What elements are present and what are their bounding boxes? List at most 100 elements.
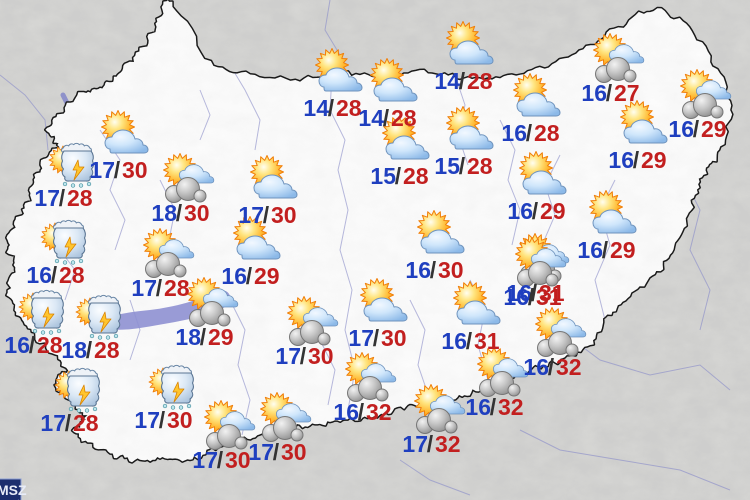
svg-text:/: / (51, 262, 58, 288)
svg-text:18: 18 (61, 337, 87, 363)
svg-text:29: 29 (254, 263, 280, 289)
svg-text:/: / (114, 157, 121, 183)
svg-text:/: / (59, 185, 66, 211)
svg-text:14: 14 (303, 95, 329, 121)
svg-text:16: 16 (507, 198, 533, 224)
svg-text:/: / (490, 394, 497, 420)
svg-text:/: / (693, 116, 700, 142)
svg-text:16: 16 (465, 394, 491, 420)
svg-text:/: / (328, 95, 335, 121)
svg-text:/: / (459, 153, 466, 179)
svg-text:32: 32 (556, 354, 582, 380)
svg-text:28: 28 (534, 120, 560, 146)
svg-text:15: 15 (434, 153, 460, 179)
svg-text:17: 17 (131, 275, 157, 301)
svg-text:17: 17 (348, 325, 374, 351)
svg-text:/: / (459, 68, 466, 94)
svg-text:/: / (526, 120, 533, 146)
svg-text:/: / (217, 447, 224, 473)
svg-text:28: 28 (73, 410, 99, 436)
svg-text:/: / (263, 202, 270, 228)
svg-text:28: 28 (467, 153, 493, 179)
svg-text:16: 16 (503, 284, 529, 310)
svg-text:30: 30 (225, 447, 251, 473)
svg-text:17: 17 (238, 202, 264, 228)
svg-text:17: 17 (248, 439, 274, 465)
svg-text:/: / (246, 263, 253, 289)
svg-text:14: 14 (358, 105, 384, 131)
svg-text:MSZ: MSZ (0, 482, 27, 498)
svg-text:29: 29 (641, 147, 667, 173)
svg-text:16: 16 (668, 116, 694, 142)
svg-text:29: 29 (540, 198, 566, 224)
svg-text:32: 32 (366, 399, 392, 425)
svg-text:29: 29 (610, 237, 636, 263)
svg-text:/: / (86, 337, 93, 363)
svg-text:/: / (273, 439, 280, 465)
svg-text:16: 16 (333, 399, 359, 425)
svg-text:30: 30 (281, 439, 307, 465)
svg-text:16: 16 (581, 80, 607, 106)
svg-text:28: 28 (67, 185, 93, 211)
svg-text:32: 32 (498, 394, 524, 420)
svg-text:17: 17 (134, 407, 160, 433)
svg-text:30: 30 (271, 202, 297, 228)
svg-text:29: 29 (701, 116, 727, 142)
svg-text:28: 28 (164, 275, 190, 301)
svg-text:/: / (430, 257, 437, 283)
svg-text:/: / (65, 410, 72, 436)
svg-text:31: 31 (474, 328, 500, 354)
svg-text:/: / (633, 147, 640, 173)
svg-text:/: / (606, 80, 613, 106)
svg-text:/: / (602, 237, 609, 263)
svg-text:15: 15 (370, 163, 396, 189)
svg-text:30: 30 (381, 325, 407, 351)
svg-text:17: 17 (34, 185, 60, 211)
svg-text:30: 30 (122, 157, 148, 183)
svg-text:28: 28 (467, 68, 493, 94)
svg-text:/: / (548, 354, 555, 380)
svg-text:/: / (528, 284, 535, 310)
svg-text:/: / (466, 328, 473, 354)
svg-text:17: 17 (40, 410, 66, 436)
svg-text:/: / (176, 200, 183, 226)
svg-text:16: 16 (577, 237, 603, 263)
svg-text:28: 28 (94, 337, 120, 363)
svg-text:17: 17 (402, 431, 428, 457)
svg-text:/: / (159, 407, 166, 433)
svg-text:/: / (200, 324, 207, 350)
svg-text:17: 17 (275, 343, 301, 369)
svg-text:31: 31 (536, 284, 562, 310)
svg-text:/: / (156, 275, 163, 301)
svg-text:16: 16 (405, 257, 431, 283)
svg-text:/: / (300, 343, 307, 369)
svg-text:27: 27 (614, 80, 640, 106)
svg-text:28: 28 (37, 332, 63, 358)
svg-text:28: 28 (59, 262, 85, 288)
svg-text:30: 30 (438, 257, 464, 283)
svg-text:17: 17 (89, 157, 115, 183)
svg-text:16: 16 (608, 147, 634, 173)
svg-text:30: 30 (184, 200, 210, 226)
svg-text:/: / (29, 332, 36, 358)
svg-text:32: 32 (435, 431, 461, 457)
svg-text:28: 28 (403, 163, 429, 189)
svg-text:/: / (383, 105, 390, 131)
svg-text:16: 16 (4, 332, 30, 358)
svg-text:30: 30 (167, 407, 193, 433)
svg-text:/: / (373, 325, 380, 351)
svg-text:28: 28 (391, 105, 417, 131)
svg-text:16: 16 (26, 262, 52, 288)
svg-text:18: 18 (175, 324, 201, 350)
svg-text:/: / (358, 399, 365, 425)
svg-text:18: 18 (151, 200, 177, 226)
svg-text:16: 16 (441, 328, 467, 354)
svg-text:14: 14 (434, 68, 460, 94)
svg-text:/: / (427, 431, 434, 457)
svg-text:16: 16 (221, 263, 247, 289)
svg-text:/: / (532, 198, 539, 224)
svg-text:30: 30 (308, 343, 334, 369)
svg-text:29: 29 (208, 324, 234, 350)
svg-text:16: 16 (501, 120, 527, 146)
svg-text:/: / (395, 163, 402, 189)
